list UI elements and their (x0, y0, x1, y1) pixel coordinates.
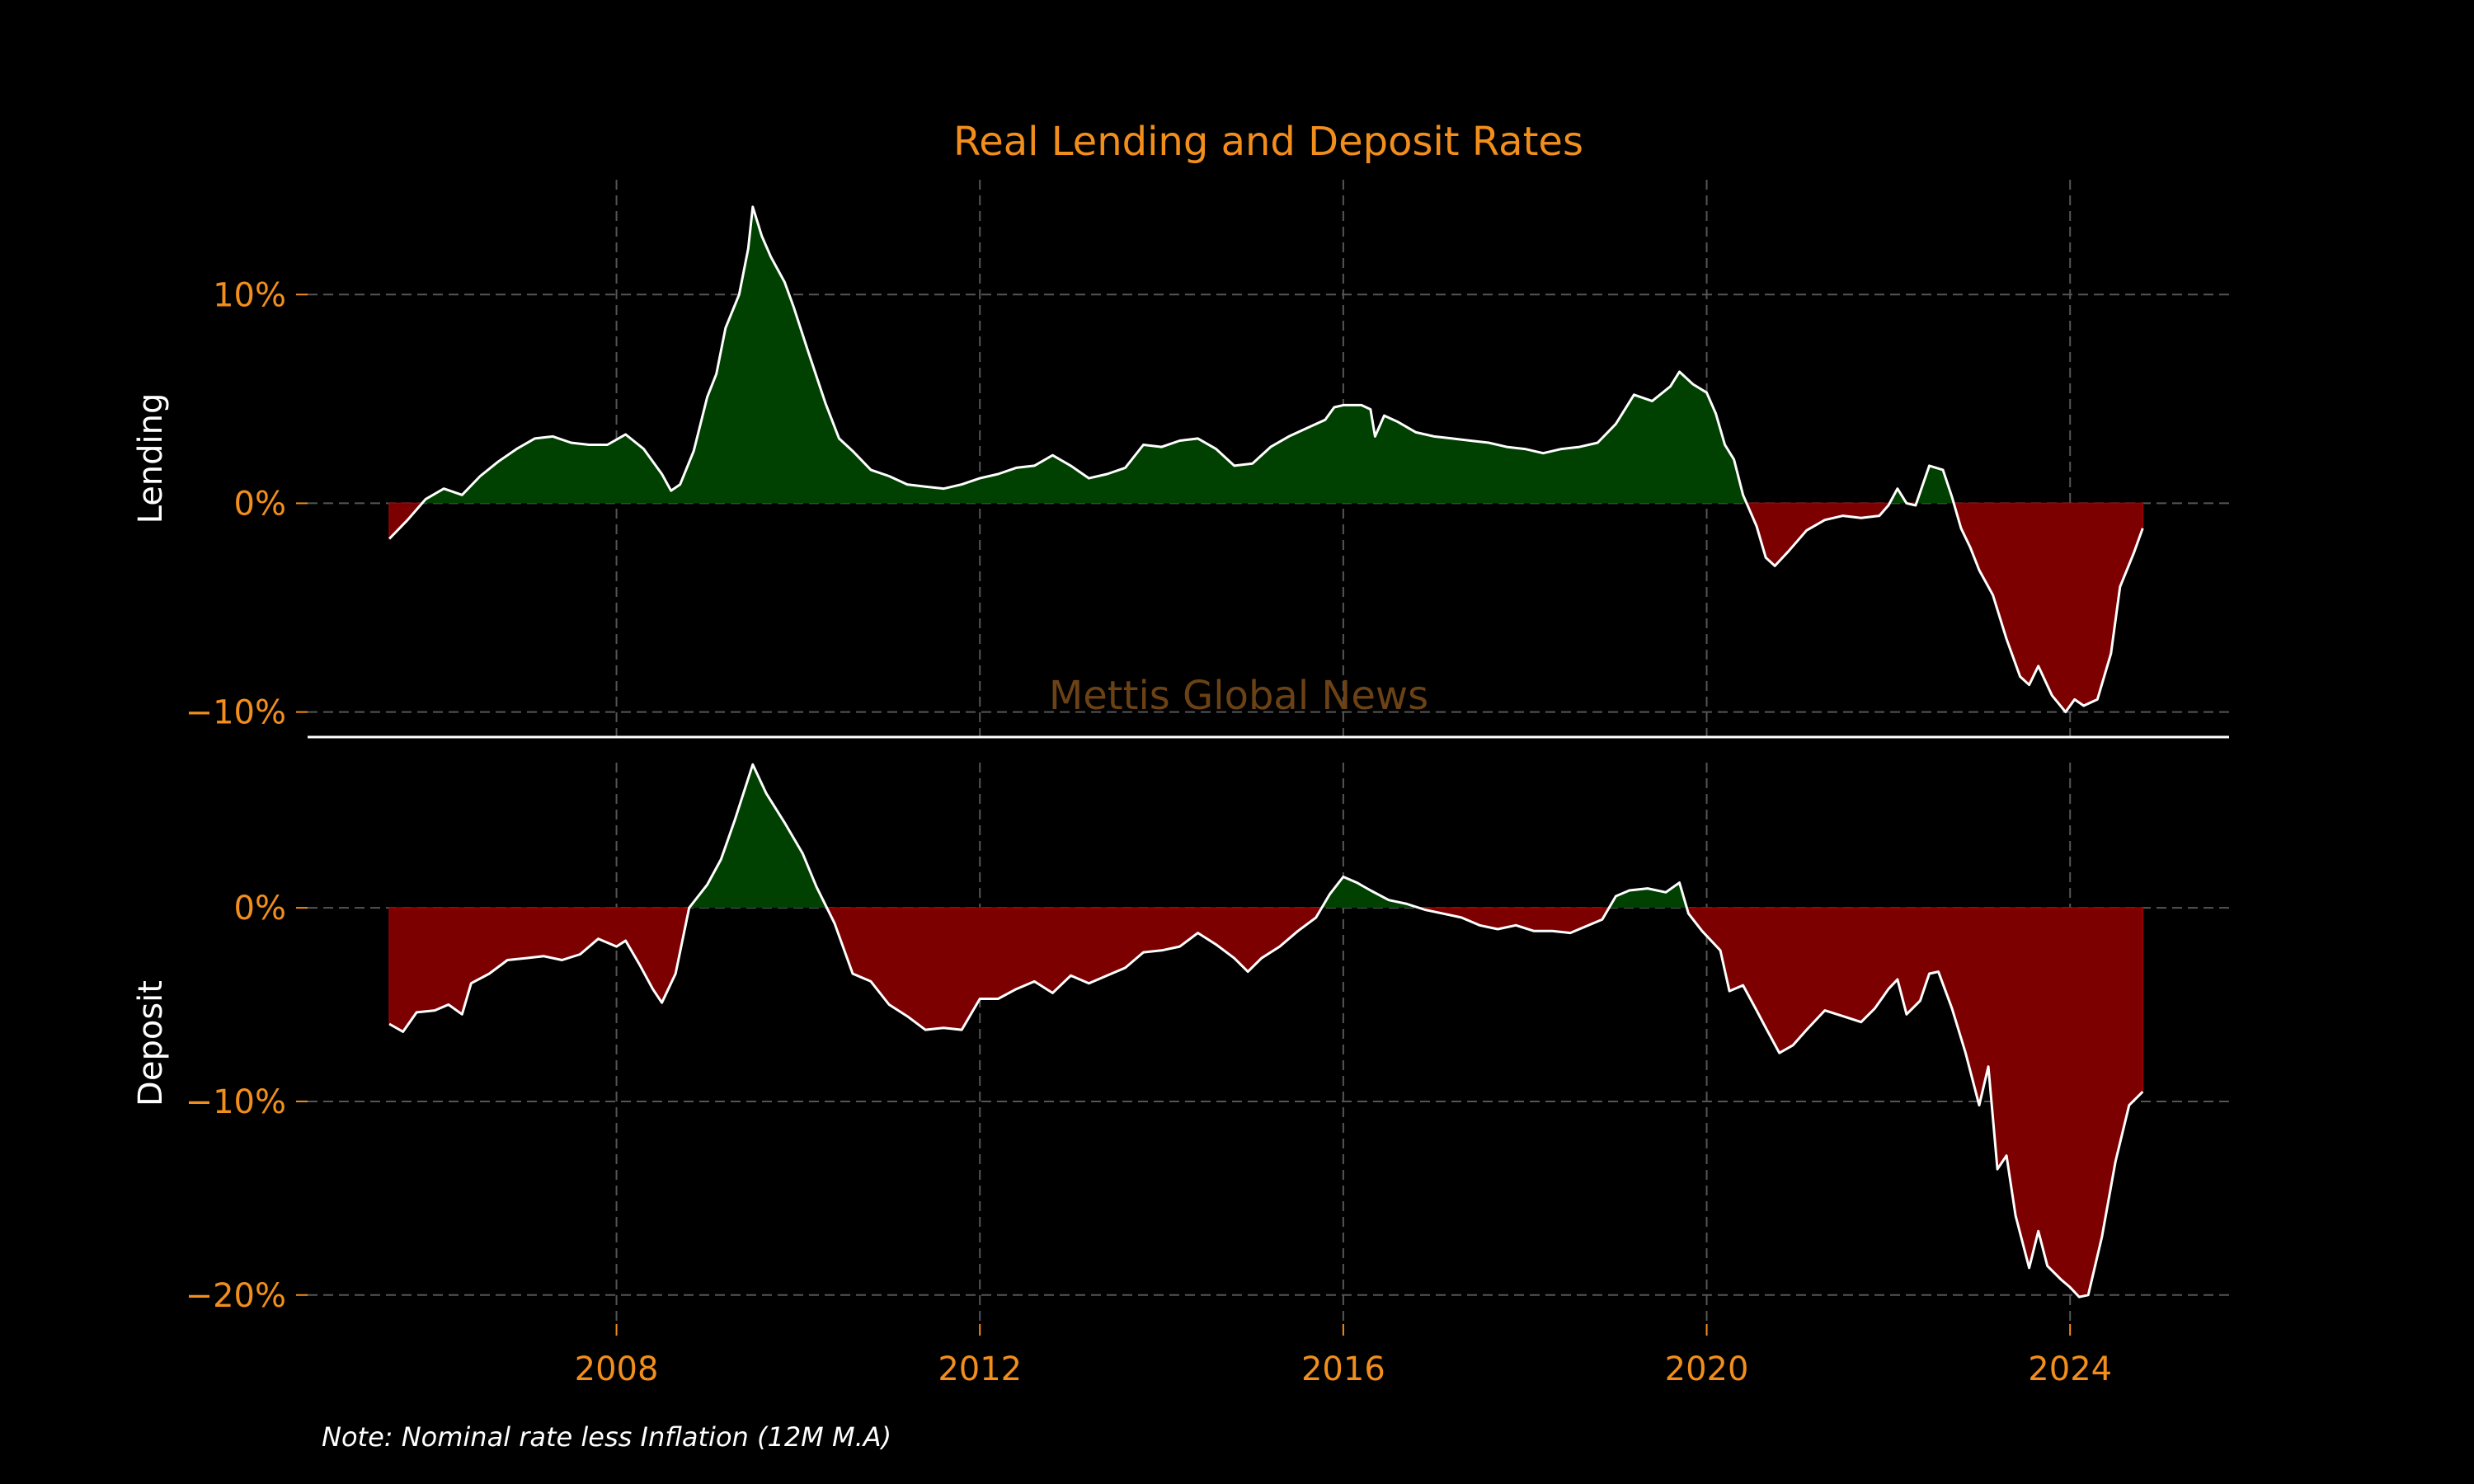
deposit-negative-area-0 (388, 907, 690, 1033)
deposit-series-line (388, 763, 2144, 1298)
area-fills (388, 206, 2144, 1298)
lending-negative-area-2 (1745, 502, 1891, 567)
lending-series-line (388, 205, 2144, 714)
watermark: Mettis Global News (1049, 673, 1428, 719)
xtick-label-2008: 2008 (575, 1350, 659, 1388)
lending-negative-area-6 (1953, 502, 2144, 713)
deposit-negative-area-6 (1686, 907, 2144, 1298)
lending-ytick-label-0: 10% (213, 276, 286, 314)
lending-ytick-label-1: 0% (234, 485, 286, 523)
grid (308, 180, 2229, 1324)
lending-ylabel: Lending (132, 393, 170, 524)
lending-ytick-label-2: −10% (186, 694, 286, 732)
xtick-label-2020: 2020 (1665, 1350, 1749, 1388)
deposit-ytick-label-1: −10% (186, 1083, 286, 1121)
xtick-label-2024: 2024 (2028, 1350, 2112, 1388)
deposit-positive-area-1 (689, 764, 827, 909)
lending-positive-area-3 (1889, 488, 1907, 504)
axes: 10% 0% −10% Lending 0% −10% −20% Deposit 2008 201… (132, 276, 2112, 1388)
deposit-ytick-label-0: 0% (234, 890, 286, 928)
deposit-positive-area-5 (1609, 882, 1687, 909)
xtick-label-2012: 2012 (938, 1350, 1022, 1388)
xtick-label-2016: 2016 (1301, 1350, 1385, 1388)
chart-note: Note: Nominal rate less Inflation (12M M… (322, 1421, 891, 1453)
deposit-ylabel: Deposit (132, 980, 170, 1106)
deposit-positive-area-3 (1321, 876, 1419, 909)
deposit-ytick-label-2: −20% (186, 1277, 286, 1315)
chart-title: Real Lending and Deposit Rates (953, 119, 1583, 165)
lending-positive-area-1 (421, 206, 1747, 504)
series-lines (388, 205, 2144, 1298)
